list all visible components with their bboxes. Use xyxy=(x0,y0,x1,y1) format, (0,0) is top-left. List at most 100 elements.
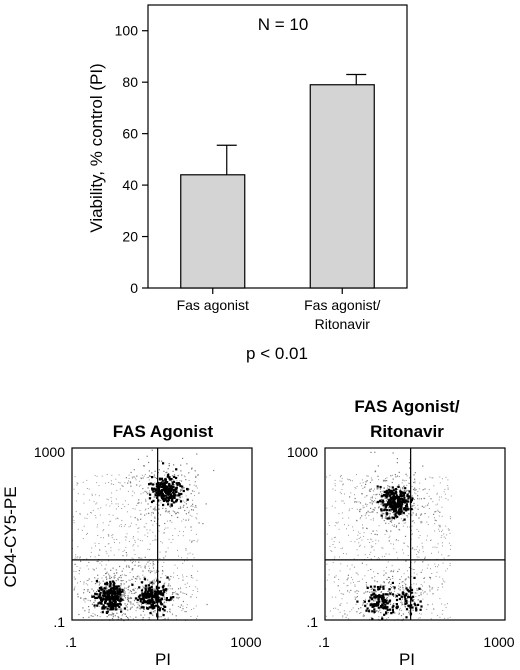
event-dot xyxy=(113,599,116,602)
event-dot xyxy=(134,517,136,519)
event-dot xyxy=(189,484,191,486)
event-dot xyxy=(125,594,126,596)
event-dot xyxy=(148,602,151,605)
event-dot xyxy=(164,522,166,525)
event-dot xyxy=(442,578,444,580)
event-dot xyxy=(130,471,132,474)
event-dot xyxy=(94,597,97,600)
event-dot xyxy=(192,499,193,501)
event-dot xyxy=(382,512,384,515)
event-dot xyxy=(75,511,77,513)
event-dot xyxy=(144,565,146,567)
event-dot xyxy=(383,513,385,515)
event-dot xyxy=(380,606,383,609)
event-dot xyxy=(447,488,449,490)
event-dot xyxy=(333,558,335,560)
event-dot xyxy=(395,595,398,598)
event-dot xyxy=(330,550,332,551)
event-dot xyxy=(170,542,172,544)
event-dot xyxy=(183,504,185,506)
event-dot xyxy=(149,571,152,573)
event-dot xyxy=(422,545,424,547)
event-dot xyxy=(446,568,448,570)
event-dot xyxy=(369,542,371,543)
event-dot xyxy=(131,557,133,559)
event-dot xyxy=(374,451,376,453)
event-dot xyxy=(180,499,182,501)
event-dot xyxy=(443,536,445,538)
event-dot xyxy=(423,506,425,508)
event-dot xyxy=(167,547,169,549)
event-dot xyxy=(134,541,136,543)
event-dot xyxy=(173,474,176,476)
event-dot xyxy=(418,587,421,590)
event-dot xyxy=(154,588,156,590)
event-dot xyxy=(154,611,156,613)
event-dot xyxy=(404,504,408,508)
event-dot xyxy=(382,510,384,512)
event-dot xyxy=(108,555,110,557)
event-dot xyxy=(411,534,413,536)
event-dot xyxy=(148,581,150,583)
event-dot xyxy=(75,500,77,502)
event-dot xyxy=(135,610,137,612)
event-dot xyxy=(361,562,363,564)
event-dot xyxy=(374,471,376,473)
event-dot xyxy=(196,596,197,598)
event-dot xyxy=(402,585,404,587)
event-dot xyxy=(140,484,142,486)
event-dot xyxy=(439,476,441,478)
event-dot xyxy=(194,495,195,497)
event-dot xyxy=(88,562,90,563)
event-dot xyxy=(350,540,352,542)
event-dot xyxy=(412,592,414,594)
event-dot xyxy=(142,606,145,609)
event-dot xyxy=(388,486,390,488)
event-dot xyxy=(130,560,132,562)
event-dot xyxy=(402,587,404,589)
event-dot xyxy=(372,508,374,511)
event-dot xyxy=(116,599,118,601)
event-dot xyxy=(144,567,146,569)
event-dot xyxy=(99,549,101,550)
event-dot xyxy=(125,605,127,607)
event-dot xyxy=(127,600,129,602)
event-dot xyxy=(367,557,369,558)
event-dot xyxy=(401,482,403,484)
event-dot xyxy=(124,500,126,502)
event-dot xyxy=(447,528,449,530)
event-dot xyxy=(411,533,413,535)
event-dot xyxy=(173,572,175,574)
event-dot xyxy=(389,578,391,580)
event-dot xyxy=(343,582,345,584)
event-dot xyxy=(400,505,403,508)
event-dot xyxy=(447,555,449,557)
event-dot xyxy=(339,590,340,592)
event-dot xyxy=(171,613,173,615)
event-dot xyxy=(139,594,142,597)
event-dot xyxy=(366,528,368,530)
event-dot xyxy=(101,607,105,610)
event-dot xyxy=(340,475,342,476)
event-dot xyxy=(399,578,401,581)
event-dot xyxy=(397,509,400,512)
event-dot xyxy=(413,489,415,491)
event-dot xyxy=(384,506,386,508)
event-dot xyxy=(415,607,418,610)
event-dot xyxy=(99,514,101,516)
event-dot xyxy=(391,565,393,567)
event-dot xyxy=(404,579,406,581)
event-dot xyxy=(110,607,113,611)
event-dot xyxy=(391,501,394,504)
event-dot xyxy=(113,554,115,556)
event-dot xyxy=(429,476,431,478)
event-dot xyxy=(394,504,397,507)
event-dot xyxy=(383,507,385,509)
event-dot xyxy=(370,511,372,513)
event-dot xyxy=(445,570,447,572)
event-dot xyxy=(95,545,96,547)
event-dot xyxy=(401,495,404,498)
event-dot xyxy=(400,497,403,500)
event-dot xyxy=(177,482,180,485)
